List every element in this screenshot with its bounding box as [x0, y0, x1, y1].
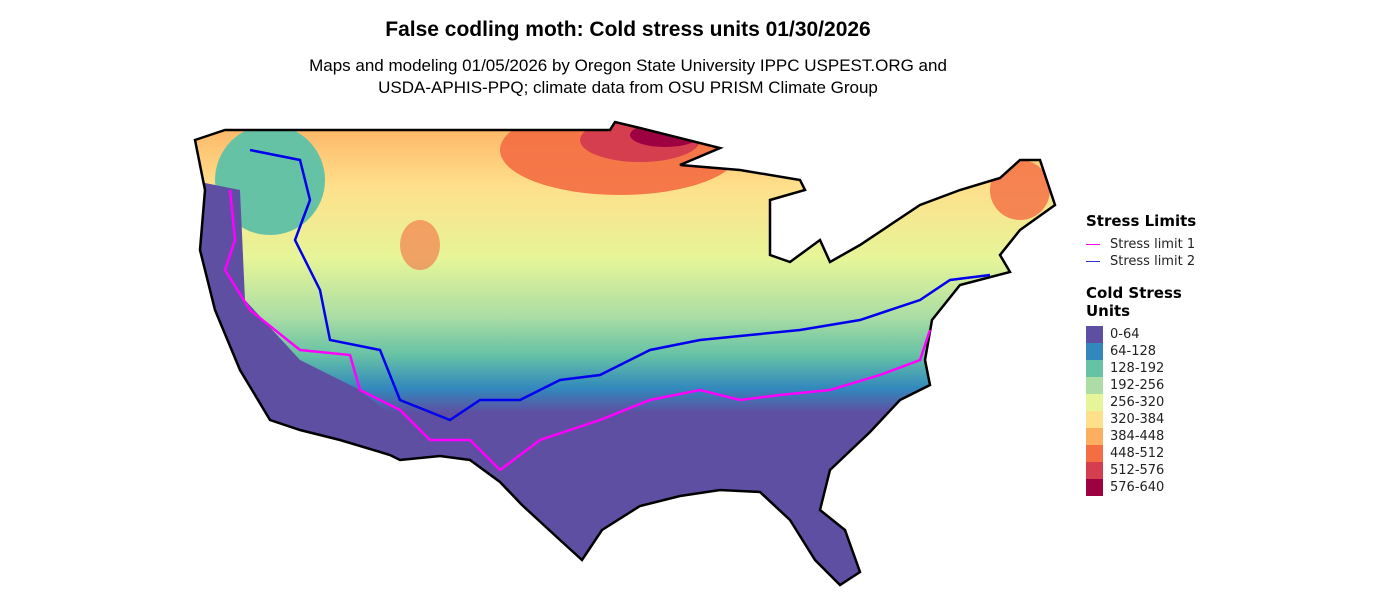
legend-label: Stress limit 2	[1110, 254, 1196, 269]
cold-stress-units-title: Cold Stress Units	[1086, 284, 1182, 320]
magenta-line-key	[1086, 243, 1100, 246]
class-label: 512-576	[1110, 463, 1165, 478]
stress-limit-2-line	[249, 148, 991, 422]
color-scale: 0-64 64-128 128-192 192-256 256-320 320-384 38…	[1086, 326, 1196, 496]
class-label: 448-512	[1110, 446, 1165, 461]
legend-class: 576-640	[1086, 479, 1196, 496]
color-swatch	[1086, 360, 1103, 377]
legend-class: 448-512	[1086, 445, 1196, 462]
color-swatch	[1086, 343, 1103, 360]
legend-class: 512-576	[1086, 462, 1196, 479]
class-label: 320-384	[1110, 412, 1165, 427]
blue-line-key	[1086, 260, 1100, 263]
legend-class: 0-64	[1086, 326, 1196, 343]
color-swatch	[1086, 411, 1103, 428]
legend-class: 128-192	[1086, 360, 1196, 377]
legend-class: 320-384	[1086, 411, 1196, 428]
class-label: 256-320	[1110, 395, 1165, 410]
color-swatch	[1086, 462, 1103, 479]
legend: Stress Limits Stress limit 1 Stress limi…	[1086, 212, 1196, 496]
map-subtitle: Maps and modeling 01/05/2026 by Oregon S…	[278, 55, 978, 99]
class-label: 384-448	[1110, 429, 1165, 444]
legend-stress-limit-1: Stress limit 1	[1086, 236, 1196, 253]
legend-class: 256-320	[1086, 394, 1196, 411]
legend-stress-limit-2: Stress limit 2	[1086, 253, 1196, 270]
subtitle-line-1: Maps and modeling 01/05/2026 by Oregon S…	[309, 56, 947, 75]
legend-class: 384-448	[1086, 428, 1196, 445]
color-swatch	[1086, 445, 1103, 462]
class-label: 128-192	[1110, 361, 1165, 376]
stress-limits-title: Stress Limits	[1086, 212, 1197, 230]
class-label: 576-640	[1110, 480, 1165, 495]
color-swatch	[1086, 428, 1103, 445]
color-swatch	[1086, 326, 1103, 343]
cold-stress-raster	[195, 122, 1055, 585]
legend-class: 192-256	[1086, 377, 1196, 394]
legend-label: Stress limit 1	[1110, 237, 1196, 252]
subtitle-line-2: USDA-APHIS-PPQ; climate data from OSU PR…	[378, 78, 878, 97]
map-title: False codling moth: Cold stress units 01…	[385, 18, 871, 41]
color-swatch	[1086, 377, 1103, 394]
color-swatch	[1086, 479, 1103, 496]
legend-class: 64-128	[1086, 343, 1196, 360]
stress-limit-1-line	[223, 189, 932, 472]
color-swatch	[1086, 394, 1103, 411]
class-label: 64-128	[1110, 344, 1157, 359]
class-label: 0-64	[1110, 327, 1140, 342]
class-label: 192-256	[1110, 378, 1165, 393]
